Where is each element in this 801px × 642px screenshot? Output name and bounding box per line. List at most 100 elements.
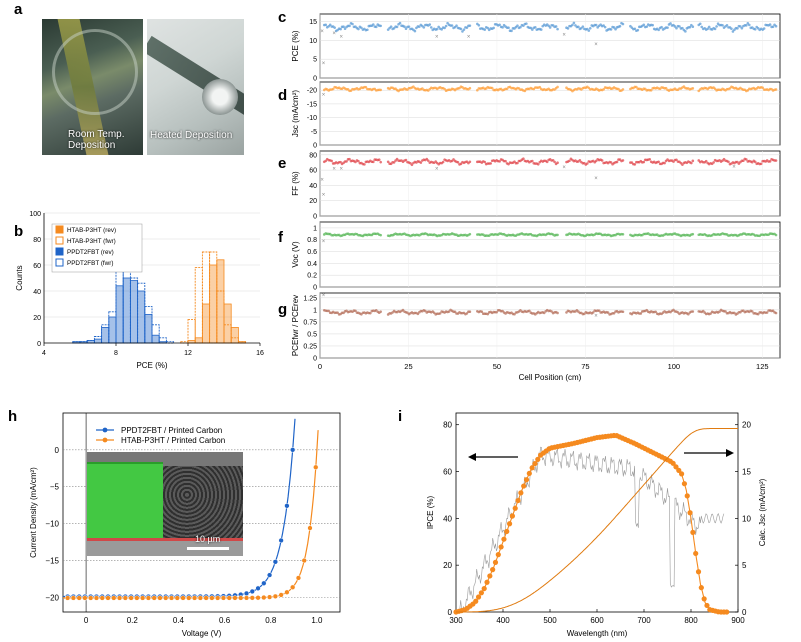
h-data-point — [116, 595, 123, 601]
i-y-tick-label: 80 — [443, 421, 452, 430]
sem-carbon-texture — [163, 466, 243, 538]
i-ipce-point — [509, 513, 515, 519]
panel-label-g: g — [278, 301, 287, 318]
i-ipce-point — [484, 579, 490, 585]
i-left-arrow-head — [468, 453, 476, 461]
h-data-point — [191, 595, 198, 601]
b-histogram-bar — [115, 285, 124, 344]
panel-pce-y-tick-label: 10 — [309, 38, 317, 45]
panel-ff-data-point — [504, 159, 507, 163]
i-x-tick-label: 800 — [684, 616, 698, 625]
panel-pce-data-point — [379, 24, 383, 28]
panel-ff-y-axis-label: FF (%) — [291, 171, 300, 196]
panel-ff-data-point — [663, 161, 666, 165]
panel-ratio-data-point — [438, 312, 442, 315]
panel-pce-data-point — [459, 27, 463, 31]
panel-pce-data-point — [403, 25, 406, 29]
panel-jsc-data-point — [523, 89, 527, 93]
h-data-point — [215, 595, 221, 601]
panel-pce-data-point — [673, 25, 677, 28]
panel-voc-frame — [319, 221, 781, 288]
panel-ff-data-point — [456, 160, 460, 164]
panel-ratio-y-tick-label: 0 — [313, 356, 317, 363]
i-ipce-point — [492, 559, 499, 565]
panel-pce-data-point — [774, 24, 778, 28]
panel-pce-data-point — [731, 30, 735, 33]
panel-voc-data-point — [468, 232, 472, 236]
panel-ratio-data-point — [453, 310, 457, 314]
panel-label-f: f — [278, 229, 284, 246]
i-ipce-point — [679, 471, 685, 477]
panel-pce-data-point — [566, 27, 570, 30]
sem-green-overlay — [87, 462, 163, 542]
h-data-point — [284, 589, 290, 595]
panel-pce-outlier-marker: × — [332, 31, 336, 37]
panel-ff-data-point — [727, 160, 730, 164]
panel-ff-data-point — [712, 161, 715, 164]
sem-scale-bar — [187, 547, 229, 550]
panel-ff-data-point — [363, 163, 366, 166]
panel-ff-data-point — [609, 161, 613, 164]
panel-ratio-data-point — [756, 312, 760, 316]
i-ipce-point — [523, 477, 530, 483]
panel-pce-data-point — [700, 25, 704, 29]
panel-ff-data-point — [551, 158, 555, 162]
panel-pce-data-point — [343, 27, 347, 31]
x-tick-label: 25 — [404, 362, 412, 371]
i-ipce-point — [481, 585, 487, 592]
panel-pce-data-point — [333, 26, 336, 29]
i-ipce-point — [473, 598, 479, 604]
b-legend-box — [51, 223, 143, 273]
h-data-point — [76, 595, 82, 601]
h-data-point — [145, 595, 152, 601]
h-data-point — [307, 525, 313, 531]
b-histogram-bar — [151, 334, 160, 344]
panel-pce-data-point — [483, 28, 487, 31]
panel-ff-outlier-marker: × — [322, 193, 326, 199]
h-data-point — [93, 595, 100, 601]
panel-ff-data-point — [759, 162, 763, 166]
panel-pce-data-point — [618, 24, 622, 28]
panel-pce-data-point — [455, 24, 458, 28]
panel-jsc-frame — [319, 81, 781, 146]
h-data-point — [272, 559, 279, 565]
i-y2-tick-label: 15 — [742, 468, 751, 477]
panel-ratio-y-tick-label: 1 — [313, 307, 317, 314]
panel-ratio-data-point — [480, 310, 484, 314]
i-ipce-point — [526, 470, 532, 477]
panel-ratio-data-point — [765, 311, 769, 314]
panel-ff-data-point — [675, 158, 678, 162]
panel-jsc-data-point — [621, 88, 625, 91]
panel-pce-data-point — [516, 24, 519, 28]
panel-pce-data-point — [357, 27, 360, 31]
i-ipce-point — [504, 528, 510, 535]
panel-ff-data-point — [568, 159, 571, 163]
panel-ff-data-point — [774, 159, 778, 162]
h-data-point — [88, 595, 94, 601]
h-x-tick-label: 1.0 — [311, 616, 323, 625]
h-data-point — [197, 595, 203, 601]
panel-pce-data-point — [675, 26, 678, 30]
i-y-tick-label: 20 — [443, 561, 452, 570]
b-histogram-bar — [101, 326, 110, 344]
panel-pce-outlier-marker: × — [594, 42, 598, 48]
i-ipce-point — [487, 573, 493, 579]
panel-pce-data-point — [328, 23, 332, 27]
b-x-tick-label: 4 — [42, 350, 46, 357]
panel-ff-data-point — [681, 163, 684, 166]
panel-pce-data-point — [706, 27, 709, 31]
i-frame — [455, 412, 739, 613]
panel-ratio-data-point — [542, 311, 546, 315]
h-data-point — [111, 595, 117, 601]
panel-ff-data-point — [324, 159, 328, 163]
b-legend-label: HTAB-P3HT (fwr) — [67, 238, 116, 245]
i-ipce-point — [495, 552, 501, 558]
panel-ff-y-tick-label: 60 — [309, 168, 317, 175]
panel-ff-outlier-marker: × — [594, 176, 598, 182]
panel-ff-data-point — [545, 160, 549, 164]
panel-pce-data-point — [669, 22, 672, 25]
panel-ff-data-point — [768, 160, 772, 163]
b-legend-swatch — [55, 247, 64, 256]
h-data-point — [243, 595, 250, 601]
i-y2-tick-label: 20 — [742, 421, 751, 430]
